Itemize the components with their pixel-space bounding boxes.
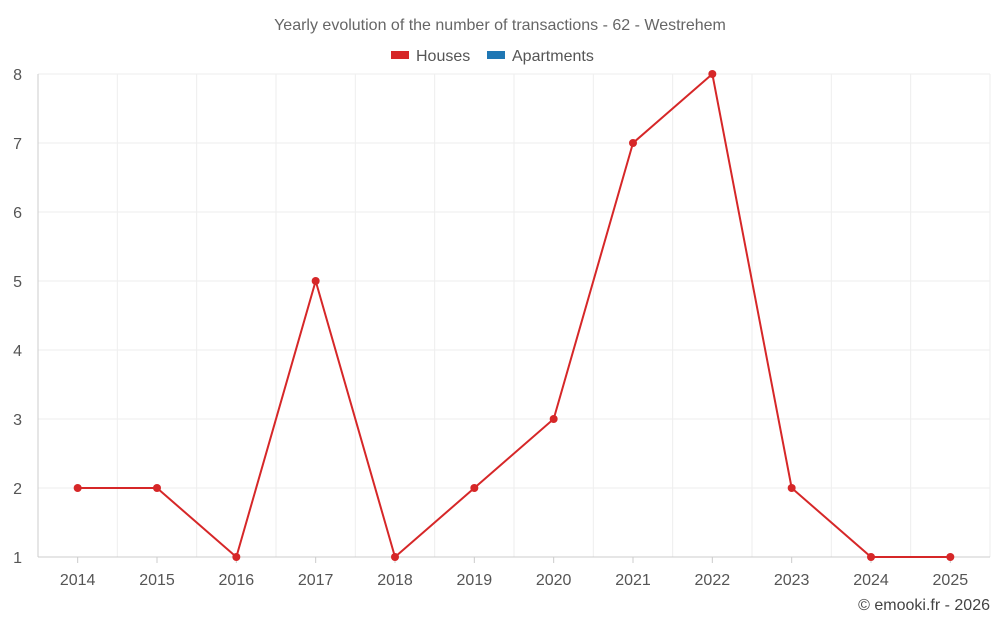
- x-tick-label: 2025: [933, 572, 969, 589]
- houses-point-2017[interactable]: [311, 277, 320, 285]
- chart-title: Yearly evolution of the number of transa…: [274, 17, 726, 34]
- x-tick-label: 2021: [615, 572, 651, 589]
- legend-swatch-apartments: [487, 51, 505, 59]
- x-tick-label: 2018: [377, 572, 413, 589]
- series-houses: [73, 70, 955, 561]
- houses-point-2020[interactable]: [549, 415, 558, 423]
- x-tick-label: 2022: [695, 572, 731, 589]
- legend-label-houses[interactable]: Houses: [416, 48, 470, 65]
- x-tick-label: 2023: [774, 572, 810, 589]
- x-tick-label: 2014: [60, 572, 96, 589]
- x-tick-label: 2016: [219, 572, 255, 589]
- x-tick-label: 2015: [139, 572, 175, 589]
- legend: Houses Apartments: [391, 48, 594, 65]
- houses-point-2025[interactable]: [946, 553, 955, 561]
- y-axis-ticks: 1 2 3 4 5 6 7 8: [13, 67, 22, 567]
- houses-point-2016[interactable]: [232, 553, 241, 561]
- y-tick-label: 6: [13, 205, 22, 222]
- y-tick-label: 2: [13, 481, 22, 498]
- x-tick-label: 2020: [536, 572, 572, 589]
- houses-line: [77, 72, 951, 559]
- houses-point-2022[interactable]: [708, 70, 717, 78]
- y-tick-label: 8: [13, 67, 22, 84]
- x-axis-ticks: 2014 2015 2016 2017 2018 2019 2020 2021 2022 2023…: [60, 557, 968, 589]
- x-tick-label: 2019: [457, 572, 493, 589]
- x-tick-label: 2017: [298, 572, 334, 589]
- y-tick-label: 7: [13, 136, 22, 153]
- legend-label-apartments[interactable]: Apartments: [512, 48, 594, 65]
- houses-point-2015[interactable]: [153, 484, 161, 492]
- houses-point-2021[interactable]: [629, 139, 637, 147]
- legend-swatch-houses: [391, 51, 409, 59]
- credit-text: © emooki.fr - 2026: [858, 597, 990, 614]
- y-tick-label: 3: [13, 412, 22, 429]
- houses-point-2023[interactable]: [787, 484, 796, 492]
- y-tick-label: 1: [13, 550, 22, 567]
- houses-point-2019[interactable]: [470, 484, 479, 492]
- houses-point-2024[interactable]: [867, 553, 875, 561]
- houses-point-2014[interactable]: [73, 484, 82, 492]
- x-gridlines: [37, 74, 991, 557]
- y-tick-label: 5: [13, 274, 22, 291]
- y-tick-label: 4: [13, 343, 22, 360]
- houses-point-2018[interactable]: [391, 553, 399, 561]
- x-tick-label: 2024: [853, 572, 889, 589]
